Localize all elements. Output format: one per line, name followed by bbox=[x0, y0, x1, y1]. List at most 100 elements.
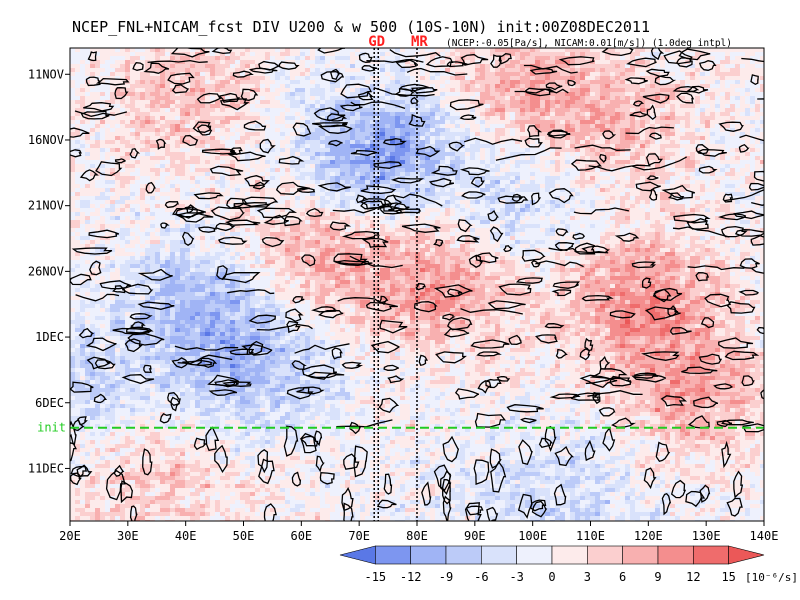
heatmap-cell bbox=[675, 124, 681, 129]
heatmap-cell bbox=[715, 180, 721, 185]
heatmap-cell bbox=[620, 76, 626, 81]
heatmap-cell bbox=[565, 60, 571, 65]
heatmap-cell bbox=[115, 88, 121, 93]
heatmap-cell bbox=[490, 156, 496, 161]
heatmap-cell bbox=[490, 172, 496, 177]
heatmap-cell bbox=[310, 184, 316, 189]
heatmap-cell bbox=[105, 48, 111, 53]
heatmap-cell bbox=[565, 88, 571, 93]
heatmap-cell bbox=[175, 56, 181, 61]
heatmap-cell bbox=[705, 156, 711, 161]
heatmap-cell bbox=[620, 136, 626, 141]
heatmap-cell bbox=[240, 176, 246, 181]
heatmap-cell bbox=[450, 76, 456, 81]
heatmap-cell bbox=[535, 52, 541, 57]
heatmap-cell bbox=[285, 136, 291, 141]
heatmap-cell bbox=[130, 88, 136, 93]
heatmap-cell bbox=[290, 172, 296, 177]
heatmap-cell bbox=[305, 120, 311, 125]
heatmap-cell bbox=[660, 160, 666, 165]
heatmap-cell bbox=[320, 176, 326, 181]
heatmap-cell bbox=[505, 116, 511, 121]
heatmap-cell bbox=[170, 172, 176, 177]
heatmap-cell bbox=[170, 184, 176, 189]
heatmap-cell bbox=[650, 68, 656, 73]
heatmap-cell bbox=[705, 64, 711, 69]
heatmap-cell bbox=[285, 92, 291, 97]
heatmap-cell bbox=[230, 180, 236, 185]
heatmap-cell bbox=[135, 96, 141, 101]
heatmap-cell bbox=[230, 104, 236, 109]
heatmap-cell bbox=[235, 160, 241, 165]
heatmap-cell bbox=[465, 100, 471, 105]
heatmap-cell bbox=[230, 64, 236, 69]
heatmap-cell bbox=[390, 140, 396, 145]
heatmap-cell bbox=[310, 144, 316, 149]
heatmap-cell bbox=[760, 140, 764, 145]
heatmap-cell bbox=[445, 148, 451, 153]
heatmap-cell bbox=[670, 76, 676, 81]
heatmap-cell bbox=[315, 140, 321, 145]
heatmap-cell bbox=[620, 156, 626, 161]
heatmap-cell bbox=[520, 108, 526, 113]
heatmap-cell bbox=[80, 120, 86, 125]
heatmap-cell bbox=[90, 140, 96, 145]
heatmap-cell bbox=[280, 140, 286, 145]
heatmap-cell bbox=[340, 48, 346, 53]
heatmap-cell bbox=[350, 160, 356, 165]
heatmap-cell bbox=[490, 120, 496, 125]
heatmap-cell bbox=[360, 88, 366, 93]
heatmap-cell bbox=[230, 136, 236, 141]
heatmap-cell bbox=[225, 164, 231, 169]
heatmap-cell bbox=[390, 48, 396, 53]
heatmap-cell bbox=[655, 104, 661, 109]
heatmap-cell bbox=[350, 116, 356, 121]
heatmap-cell bbox=[240, 152, 246, 157]
heatmap-cell bbox=[360, 84, 366, 89]
heatmap-cell bbox=[170, 164, 176, 169]
heatmap-cell bbox=[155, 176, 161, 181]
heatmap-cell bbox=[575, 160, 581, 165]
heatmap-cell bbox=[85, 184, 91, 189]
heatmap-cell bbox=[110, 88, 116, 93]
heatmap-cell bbox=[610, 140, 616, 145]
heatmap-cell bbox=[555, 120, 561, 125]
heatmap-cell bbox=[75, 128, 81, 133]
heatmap-cell bbox=[620, 180, 626, 185]
heatmap-cell bbox=[205, 184, 211, 189]
heatmap-cell bbox=[220, 128, 226, 133]
heatmap-cell bbox=[635, 112, 641, 117]
heatmap-cell bbox=[600, 56, 606, 61]
heatmap-cell bbox=[580, 120, 586, 125]
heatmap-cell bbox=[710, 128, 716, 133]
heatmap-cell bbox=[375, 80, 381, 85]
heatmap-cell bbox=[745, 160, 751, 165]
heatmap-cell bbox=[480, 184, 486, 189]
heatmap-cell bbox=[245, 56, 251, 61]
heatmap-cell bbox=[220, 176, 226, 181]
heatmap-cell bbox=[660, 176, 666, 181]
heatmap-cell bbox=[140, 48, 146, 53]
heatmap-cell bbox=[105, 172, 111, 177]
heatmap-cell bbox=[405, 76, 411, 81]
heatmap-cell bbox=[430, 80, 436, 85]
heatmap-cell bbox=[645, 172, 651, 177]
heatmap-cell bbox=[150, 120, 156, 125]
heatmap-cell bbox=[695, 168, 701, 173]
heatmap-cell bbox=[115, 156, 121, 161]
heatmap-cell bbox=[95, 120, 101, 125]
heatmap-cell bbox=[140, 100, 146, 105]
heatmap-cell bbox=[700, 136, 706, 141]
heatmap-cell bbox=[560, 180, 566, 185]
heatmap-cell bbox=[275, 112, 281, 117]
heatmap-cell bbox=[150, 56, 156, 61]
heatmap-cell bbox=[230, 72, 236, 77]
heatmap-cell bbox=[335, 68, 341, 73]
heatmap-cell bbox=[325, 84, 331, 89]
heatmap-cell bbox=[290, 76, 296, 81]
heatmap-cell bbox=[190, 84, 196, 89]
heatmap-cell bbox=[570, 168, 576, 173]
heatmap-cell bbox=[580, 148, 586, 153]
heatmap-cell bbox=[565, 156, 571, 161]
heatmap-cell bbox=[415, 100, 421, 105]
